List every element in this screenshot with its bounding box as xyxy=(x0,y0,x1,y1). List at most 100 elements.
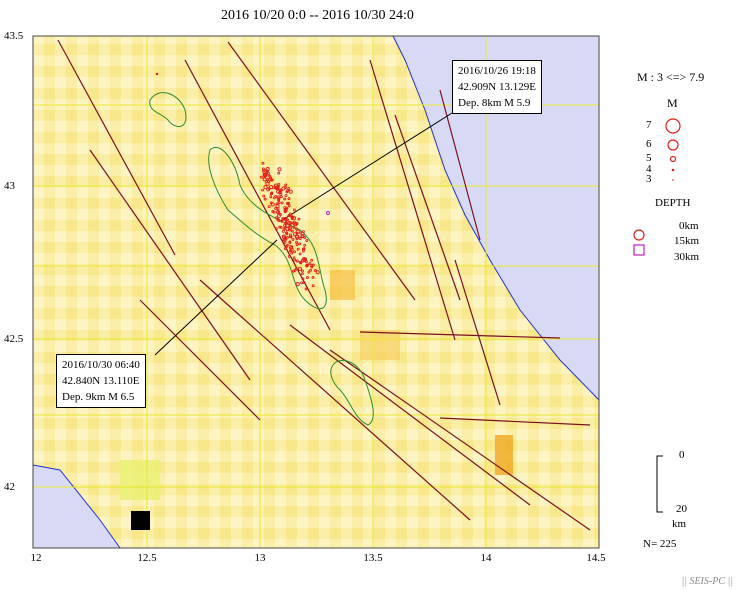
quake-marker[interactable] xyxy=(274,207,278,210)
quake-marker[interactable] xyxy=(267,172,271,176)
quake-marker[interactable] xyxy=(270,191,274,195)
quake-marker[interactable] xyxy=(277,167,282,172)
quake-marker[interactable] xyxy=(285,223,290,228)
quake-marker[interactable] xyxy=(301,230,305,234)
quake-marker[interactable] xyxy=(295,234,300,239)
quake-marker[interactable] xyxy=(261,161,265,165)
quake-marker[interactable] xyxy=(281,229,285,233)
quake-marker[interactable] xyxy=(277,219,281,222)
quake-marker[interactable] xyxy=(293,258,297,262)
quake-marker[interactable] xyxy=(268,175,272,178)
quake-marker[interactable] xyxy=(289,249,292,253)
quake-marker[interactable] xyxy=(265,167,270,172)
deep-event-marker[interactable] xyxy=(326,211,330,215)
quake-marker[interactable] xyxy=(297,217,301,221)
quake-marker[interactable] xyxy=(300,281,304,285)
quake-marker[interactable] xyxy=(311,275,315,279)
event-callout-1[interactable]: 2016/10/26 19:18 42.909N 13.129E Dep. 8k… xyxy=(452,60,542,114)
quake-marker[interactable] xyxy=(288,241,292,244)
earthquake-cluster[interactable] xyxy=(259,161,320,291)
quake-marker[interactable] xyxy=(295,259,299,263)
quake-marker[interactable] xyxy=(275,185,280,190)
quake-marker[interactable] xyxy=(287,187,291,190)
quake-marker[interactable] xyxy=(274,216,278,220)
quake-marker[interactable] xyxy=(278,225,282,229)
quake-marker[interactable] xyxy=(274,227,278,231)
quake-marker[interactable] xyxy=(315,270,320,275)
quake-marker[interactable] xyxy=(278,213,282,216)
quake-marker[interactable] xyxy=(299,231,303,235)
quake-marker[interactable] xyxy=(294,267,298,271)
quake-marker[interactable] xyxy=(269,201,273,205)
quake-marker[interactable] xyxy=(277,198,281,202)
quake-marker[interactable] xyxy=(292,208,296,212)
quake-marker[interactable] xyxy=(262,173,268,178)
quake-marker[interactable] xyxy=(269,195,273,199)
quake-marker[interactable] xyxy=(295,227,299,231)
quake-marker[interactable] xyxy=(259,175,263,179)
quake-marker[interactable] xyxy=(261,188,265,192)
quake-marker[interactable] xyxy=(284,221,288,225)
quake-marker[interactable] xyxy=(282,238,286,242)
quake-marker[interactable] xyxy=(279,195,283,199)
quake-marker[interactable] xyxy=(295,222,299,226)
quake-marker[interactable] xyxy=(267,205,271,209)
quake-marker[interactable] xyxy=(266,177,270,181)
quake-marker[interactable] xyxy=(281,186,286,191)
quake-marker[interactable] xyxy=(279,225,283,229)
quake-marker[interactable] xyxy=(308,261,312,265)
quake-marker[interactable] xyxy=(287,197,291,201)
quake-marker[interactable] xyxy=(285,244,289,248)
quake-marker[interactable] xyxy=(295,243,299,247)
quake-marker[interactable] xyxy=(295,240,299,244)
quake-marker[interactable] xyxy=(289,245,294,250)
quake-marker[interactable] xyxy=(293,250,296,254)
quake-marker[interactable] xyxy=(307,270,311,274)
quake-marker[interactable] xyxy=(263,197,267,201)
quake-marker[interactable] xyxy=(265,170,269,174)
quake-marker[interactable] xyxy=(300,272,304,276)
quake-marker[interactable] xyxy=(290,217,294,221)
quake-marker[interactable] xyxy=(283,208,288,213)
quake-marker[interactable] xyxy=(290,215,294,219)
quake-marker[interactable] xyxy=(299,261,303,265)
quake-marker[interactable] xyxy=(262,177,267,182)
quake-marker[interactable] xyxy=(301,277,305,281)
quake-marker[interactable] xyxy=(297,266,302,271)
quake-marker[interactable] xyxy=(298,242,302,246)
quake-marker[interactable] xyxy=(287,201,290,205)
quake-marker[interactable] xyxy=(263,168,267,172)
quake-marker[interactable] xyxy=(283,240,287,244)
quake-marker[interactable] xyxy=(292,269,295,273)
quake-marker[interactable] xyxy=(277,171,281,175)
quake-marker[interactable] xyxy=(290,229,294,233)
quake-marker[interactable] xyxy=(280,219,284,223)
quake-marker[interactable] xyxy=(288,212,292,216)
quake-marker[interactable] xyxy=(288,189,293,194)
quake-marker[interactable] xyxy=(284,247,287,251)
quake-marker[interactable] xyxy=(283,197,287,201)
quake-marker[interactable] xyxy=(310,258,314,262)
quake-marker[interactable] xyxy=(305,239,309,242)
quake-marker[interactable] xyxy=(267,180,271,184)
quake-marker[interactable] xyxy=(270,178,274,182)
quake-marker[interactable] xyxy=(287,254,291,258)
quake-marker[interactable] xyxy=(266,187,271,192)
quake-marker[interactable] xyxy=(280,201,284,205)
quake-marker[interactable] xyxy=(301,249,305,253)
quake-marker[interactable] xyxy=(302,247,306,251)
quake-marker[interactable] xyxy=(275,204,280,209)
quake-marker[interactable] xyxy=(313,269,317,272)
event-callout-2[interactable]: 2016/10/30 06:40 42.840N 13.110E Dep. 9k… xyxy=(56,354,146,408)
quake-marker[interactable] xyxy=(282,235,286,239)
quake-marker[interactable] xyxy=(262,194,266,198)
quake-marker[interactable] xyxy=(272,196,276,200)
quake-marker[interactable] xyxy=(287,204,291,208)
quake-marker[interactable] xyxy=(283,226,287,230)
quake-marker[interactable] xyxy=(271,210,275,213)
quake-marker[interactable] xyxy=(300,269,304,273)
quake-marker[interactable] xyxy=(300,234,305,239)
quake-marker[interactable] xyxy=(290,251,294,255)
quake-marker[interactable] xyxy=(298,252,302,256)
